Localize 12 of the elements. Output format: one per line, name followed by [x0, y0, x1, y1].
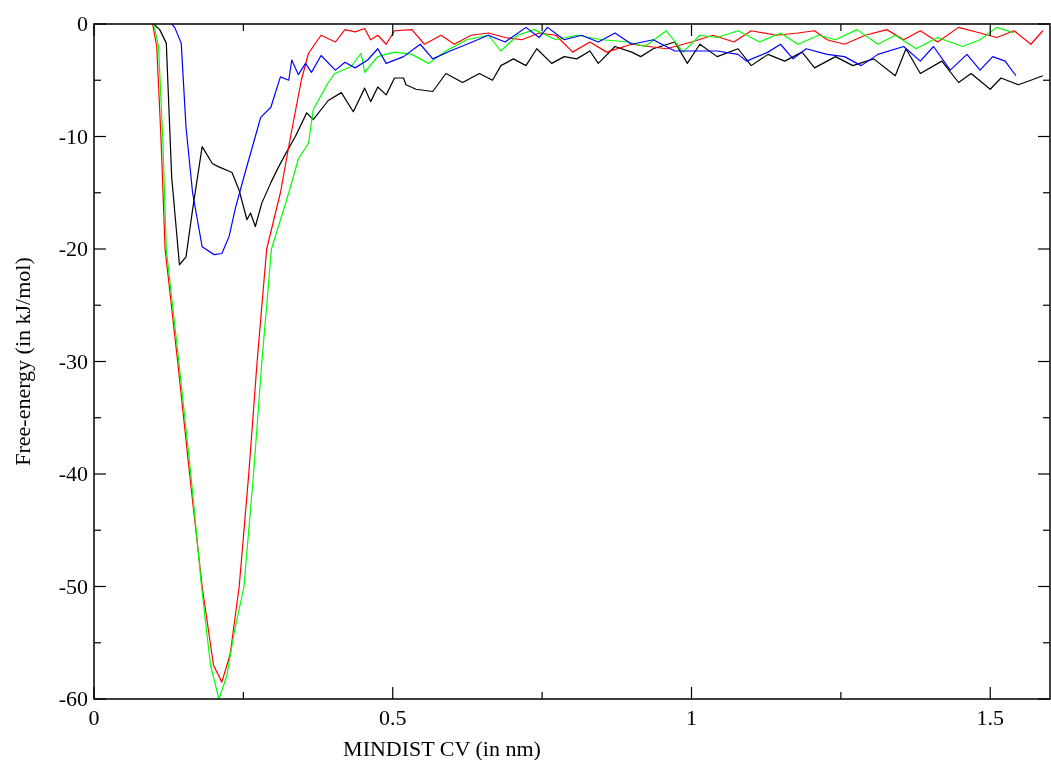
x-tick-label: 0.5 — [379, 705, 407, 730]
y-tick-label: -50 — [58, 573, 88, 599]
y-tick-label: -20 — [58, 236, 88, 261]
x-tick-label: 1.5 — [976, 705, 1004, 730]
y-tick-label: -30 — [58, 348, 88, 374]
x-tick-label: 1 — [686, 705, 697, 730]
y-axis-title: Free-energy (in kJ/mol) — [10, 257, 35, 466]
y-tick-label: -40 — [58, 461, 88, 486]
y-tick-label: -60 — [58, 686, 88, 711]
y-tick-label: -10 — [58, 123, 88, 149]
y-tick-label: 0 — [77, 11, 88, 36]
x-axis-title: MINDIST CV (in nm) — [343, 736, 541, 760]
